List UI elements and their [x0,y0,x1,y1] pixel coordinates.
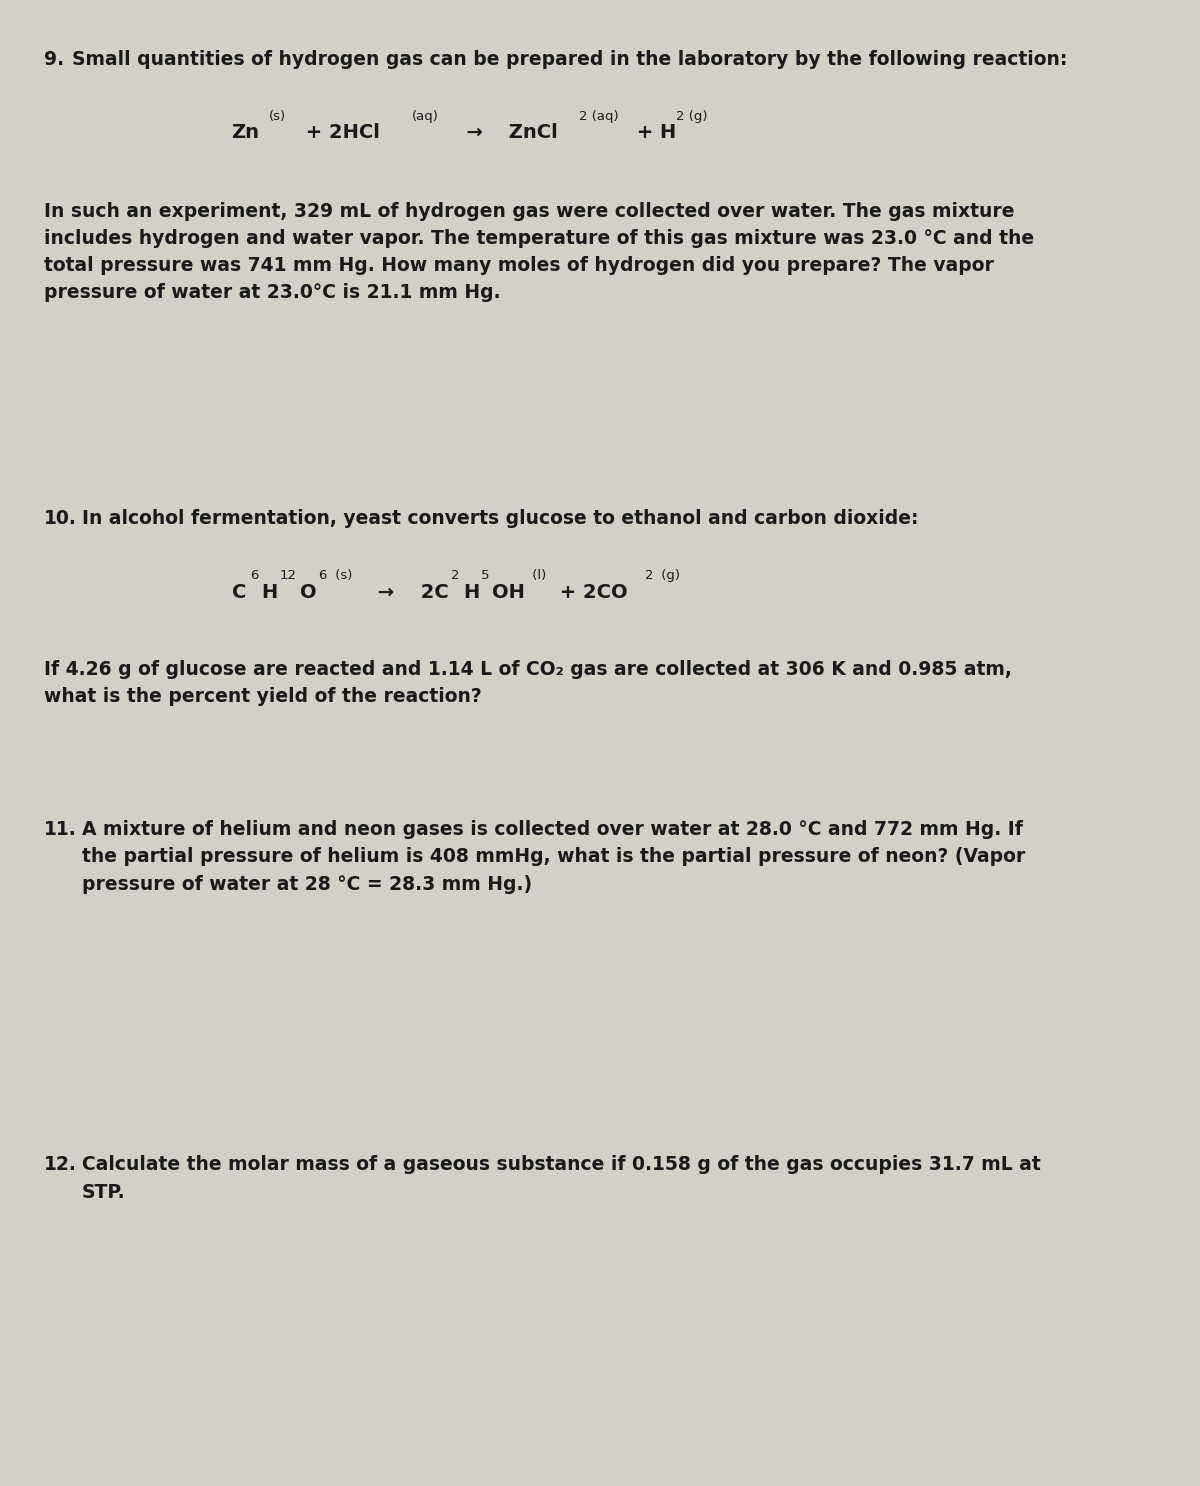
Text: + H: + H [630,123,676,143]
Text: C: C [232,583,246,602]
Text: 6: 6 [318,569,326,583]
Text: 2: 2 [451,569,460,583]
Text: 2 (g): 2 (g) [676,110,707,123]
Text: 5: 5 [481,569,490,583]
Text: →: → [454,123,484,143]
Text: 11.: 11. [44,820,77,840]
Text: 2: 2 [644,569,653,583]
Text: →: → [371,583,394,602]
Text: 6: 6 [250,569,258,583]
Text: O: O [300,583,317,602]
Text: H: H [463,583,479,602]
Text: Small quantities of hydrogen gas can be prepared in the laboratory by the follow: Small quantities of hydrogen gas can be … [72,51,1068,70]
Text: (s): (s) [331,569,353,583]
Text: + 2HCl: + 2HCl [299,123,380,143]
Text: 10.: 10. [44,508,77,528]
Text: A mixture of helium and neon gases is collected over water at 28.0 °C and 772 mm: A mixture of helium and neon gases is co… [82,820,1025,893]
Text: + 2CO: + 2CO [553,583,628,602]
Text: H: H [262,583,277,602]
Text: 12: 12 [280,569,296,583]
Text: Calculate the molar mass of a gaseous substance if 0.158 g of the gas occupies 3: Calculate the molar mass of a gaseous su… [82,1155,1040,1202]
Text: Zn: Zn [232,123,259,143]
Text: (l): (l) [528,569,546,583]
Text: In alcohol fermentation, yeast converts glucose to ethanol and carbon dioxide:: In alcohol fermentation, yeast converts … [82,508,918,528]
Text: (aq): (aq) [412,110,438,123]
Text: OH: OH [492,583,524,602]
Text: ZnCl: ZnCl [503,123,558,143]
Text: If 4.26 g of glucose are reacted and 1.14 L of CO₂ gas are collected at 306 K an: If 4.26 g of glucose are reacted and 1.1… [44,660,1012,706]
Text: 9.: 9. [44,51,65,70]
Text: (g): (g) [656,569,679,583]
Text: (s): (s) [269,110,286,123]
Text: 2 (aq): 2 (aq) [580,110,619,123]
Text: 12.: 12. [44,1155,77,1174]
Text: 2C: 2C [414,583,449,602]
Text: In such an experiment, 329 mL of hydrogen gas were collected over water. The gas: In such an experiment, 329 mL of hydroge… [44,202,1034,302]
